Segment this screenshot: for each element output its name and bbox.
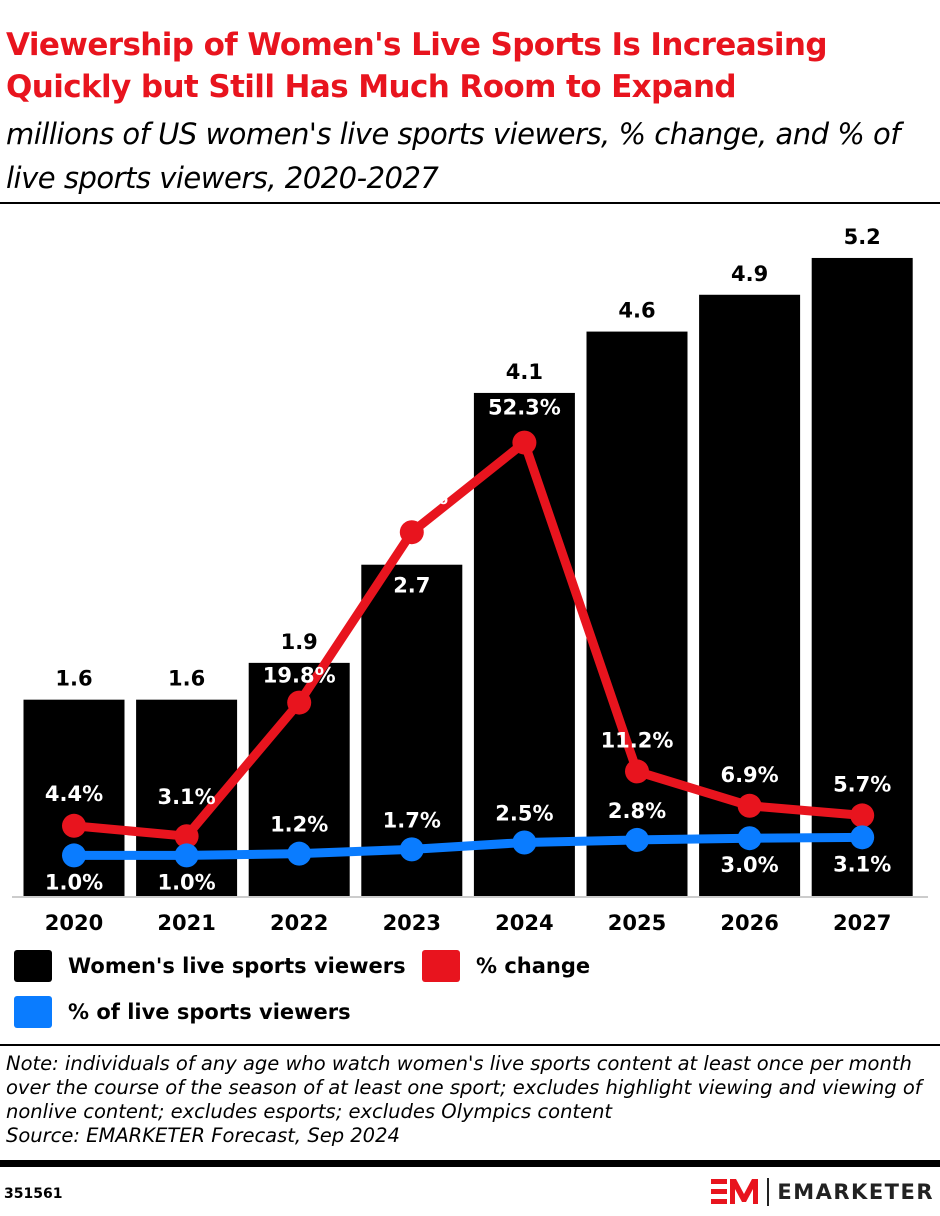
change-line bbox=[73, 438, 863, 841]
bar-label: 1.6 bbox=[55, 667, 92, 691]
share-label: 2.5% bbox=[495, 802, 553, 826]
change-point bbox=[399, 520, 424, 545]
legend-label: % of live sports viewers bbox=[68, 1000, 351, 1024]
share-label: 1.0% bbox=[45, 870, 103, 894]
change-point bbox=[625, 759, 649, 784]
change-point bbox=[737, 793, 762, 818]
share-point bbox=[287, 841, 312, 866]
figure-id: 351561 bbox=[4, 1186, 63, 1202]
change-point bbox=[174, 824, 199, 849]
share-point bbox=[850, 825, 875, 850]
legend-item-viewers: Women's live sports viewers bbox=[14, 950, 406, 982]
x-tick-label: 2023 bbox=[383, 911, 441, 935]
legend-swatch bbox=[14, 996, 52, 1028]
emarketer-logo: EMARKETER bbox=[711, 1178, 934, 1206]
bar-label: 4.1 bbox=[506, 360, 543, 384]
change-point bbox=[287, 690, 312, 715]
bar-label: 1.9 bbox=[281, 630, 318, 654]
change-point bbox=[512, 430, 537, 455]
x-tick-label: 2024 bbox=[495, 911, 553, 935]
legend-label: Women's live sports viewers bbox=[68, 954, 406, 978]
bar-label: 2.7 bbox=[393, 574, 430, 598]
share-label: 1.7% bbox=[383, 808, 441, 832]
share-label: 3.1% bbox=[833, 852, 891, 876]
bar-label: 5.2 bbox=[844, 225, 881, 249]
share-point bbox=[399, 837, 424, 862]
chart-note: Note: individuals of any age who watch w… bbox=[6, 1052, 936, 1148]
share-point bbox=[737, 826, 762, 851]
bar bbox=[473, 392, 575, 896]
x-tick-label: 2020 bbox=[45, 911, 103, 935]
x-tick-label: 2021 bbox=[157, 911, 215, 935]
bar-label: 4.6 bbox=[618, 299, 655, 323]
divider bbox=[0, 1160, 940, 1167]
bar bbox=[811, 257, 913, 897]
chart-title: Viewership of Women's Live Sports Is Inc… bbox=[6, 27, 828, 105]
source-text: Source: EMARKETER Forecast, Sep 2024 bbox=[6, 1124, 400, 1147]
share-point bbox=[512, 830, 537, 855]
change-point bbox=[850, 803, 875, 828]
share-point bbox=[174, 843, 199, 868]
change-label: 11.2% bbox=[601, 728, 674, 752]
share-point bbox=[625, 827, 649, 852]
note-text: Note: individuals of any age who watch w… bbox=[6, 1052, 922, 1123]
x-tick-label: 2025 bbox=[608, 911, 666, 935]
legend-item-change: % change bbox=[422, 950, 590, 982]
share-label: 1.2% bbox=[270, 813, 328, 837]
share-point bbox=[62, 843, 86, 868]
x-tick-label: 2027 bbox=[833, 911, 891, 935]
brand-name: EMARKETER bbox=[777, 1180, 934, 1204]
chart-subtitle: millions of US women's live sports viewe… bbox=[6, 117, 900, 195]
change-label: 52.3% bbox=[488, 396, 561, 420]
change-label: 5.7% bbox=[833, 772, 891, 796]
bar-label: 1.6 bbox=[168, 667, 205, 691]
change-label: 4.4% bbox=[45, 782, 103, 806]
change-label: 41.1% bbox=[375, 485, 448, 509]
change-label: 3.1% bbox=[157, 785, 215, 809]
x-tick-label: 2022 bbox=[270, 911, 328, 935]
em-logo-icon bbox=[711, 1179, 759, 1204]
change-point bbox=[62, 813, 86, 838]
change-label: 6.9% bbox=[720, 763, 778, 787]
change-label: 19.8% bbox=[263, 664, 336, 688]
chart-plot: 1.6 2020 1.6 2021 1.9 2022 2.7 2023 4.1 2024 4.6 20… bbox=[12, 225, 928, 935]
share-line bbox=[74, 832, 863, 860]
bar bbox=[586, 331, 688, 896]
legend-item-share: % of live sports viewers bbox=[14, 996, 351, 1028]
share-label: 1.0% bbox=[157, 870, 215, 894]
bar-label: 4.9 bbox=[731, 262, 768, 286]
share-label: 3.0% bbox=[720, 853, 778, 877]
legend-swatch bbox=[422, 950, 460, 982]
divider bbox=[0, 1044, 940, 1046]
x-tick-label: 2026 bbox=[720, 911, 778, 935]
legend-label: % change bbox=[476, 954, 591, 978]
divider bbox=[0, 202, 940, 204]
legend-swatch bbox=[14, 950, 52, 982]
share-label: 2.8% bbox=[608, 799, 666, 823]
